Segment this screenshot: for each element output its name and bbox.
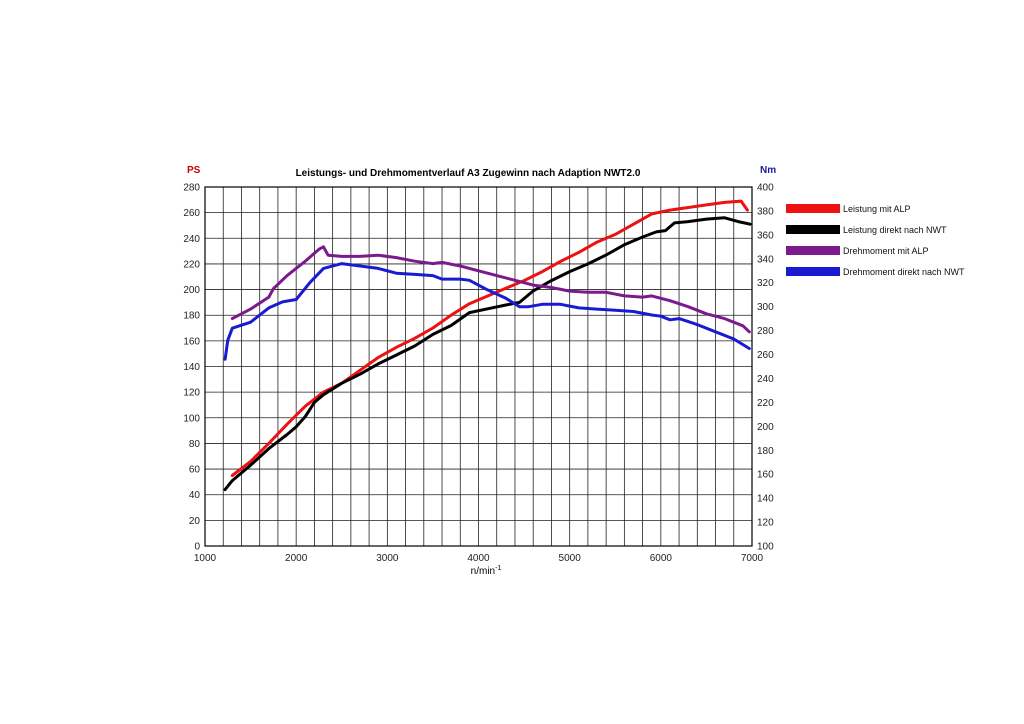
x-tick-label: 2000 [285, 553, 308, 564]
legend-swatch-1 [786, 204, 840, 213]
left-tick-label: 100 [183, 413, 200, 424]
legend-swatch-4 [786, 267, 840, 276]
left-tick-label: 20 [189, 516, 201, 527]
left-tick-label: 0 [194, 542, 200, 553]
chart-title: Leistungs- und Drehmomentverlauf A3 Zuge… [296, 168, 641, 179]
right-tick-label: 140 [757, 494, 774, 505]
right-tick-label: 200 [757, 422, 774, 433]
left-tick-label: 160 [183, 336, 200, 347]
left-tick-label: 220 [183, 259, 200, 270]
series-line-2 [223, 216, 752, 492]
right-tick-label: 280 [757, 326, 774, 337]
series-line-3 [230, 245, 751, 334]
left-tick-label: 280 [183, 183, 200, 194]
series-line-1 [230, 199, 749, 477]
left-tick-label: 80 [189, 439, 201, 450]
right-tick-label: 180 [757, 446, 774, 457]
legend-swatch-3 [786, 246, 840, 255]
x-axis-label: n/min-1 [471, 565, 502, 577]
left-tick-label: 40 [189, 490, 201, 501]
x-tick-label: 4000 [467, 553, 490, 564]
left-tick-label: 140 [183, 362, 200, 373]
right-tick-label: 220 [757, 398, 774, 409]
grid [204, 186, 753, 547]
legend: Leistung mit ALP Leistung direkt nach NWT… [786, 204, 965, 277]
right-axis-ticks: 100 120 140 160 180 200 220 240 260 280 300 320 340 3… [757, 183, 774, 553]
right-axis-unit: Nm [760, 165, 776, 176]
x-axis-ticks: 1000 2000 3000 4000 5000 6000 7000 [194, 553, 764, 564]
right-tick-label: 300 [757, 302, 774, 313]
x-tick-label: 7000 [741, 553, 764, 564]
right-tick-label: 380 [757, 206, 774, 217]
right-tick-label: 340 [757, 254, 774, 265]
x-tick-label: 6000 [650, 553, 673, 564]
right-tick-label: 240 [757, 374, 774, 385]
right-tick-label: 160 [757, 470, 774, 481]
series-lines [223, 199, 752, 492]
left-tick-label: 180 [183, 311, 200, 322]
left-axis-unit: PS [187, 165, 201, 176]
plot-frame [204, 186, 753, 547]
right-tick-label: 360 [757, 230, 774, 241]
left-tick-label: 200 [183, 285, 200, 296]
right-tick-label: 100 [757, 542, 774, 553]
right-tick-label: 260 [757, 350, 774, 361]
x-tick-label: 3000 [376, 553, 399, 564]
left-tick-label: 120 [183, 388, 200, 399]
legend-label-1: Leistung mit ALP [843, 204, 911, 214]
left-tick-label: 60 [189, 465, 201, 476]
legend-swatch-2 [786, 225, 840, 234]
series-line-4 [223, 262, 751, 361]
legend-label-2: Leistung direkt nach NWT [843, 225, 947, 235]
right-tick-label: 320 [757, 278, 774, 289]
right-tick-label: 400 [757, 183, 774, 194]
left-tick-label: 260 [183, 208, 200, 219]
right-tick-label: 120 [757, 518, 774, 529]
x-tick-label: 5000 [559, 553, 582, 564]
x-tick-label: 1000 [194, 553, 217, 564]
left-tick-label: 240 [183, 234, 200, 245]
left-axis-ticks: 0 20 40 60 80 100 120 140 160 180 200 220 240 260 280 [183, 183, 200, 553]
legend-label-4: Drehmoment direkt nach NWT [843, 267, 965, 277]
legend-label-3: Drehmoment mit ALP [843, 246, 929, 256]
